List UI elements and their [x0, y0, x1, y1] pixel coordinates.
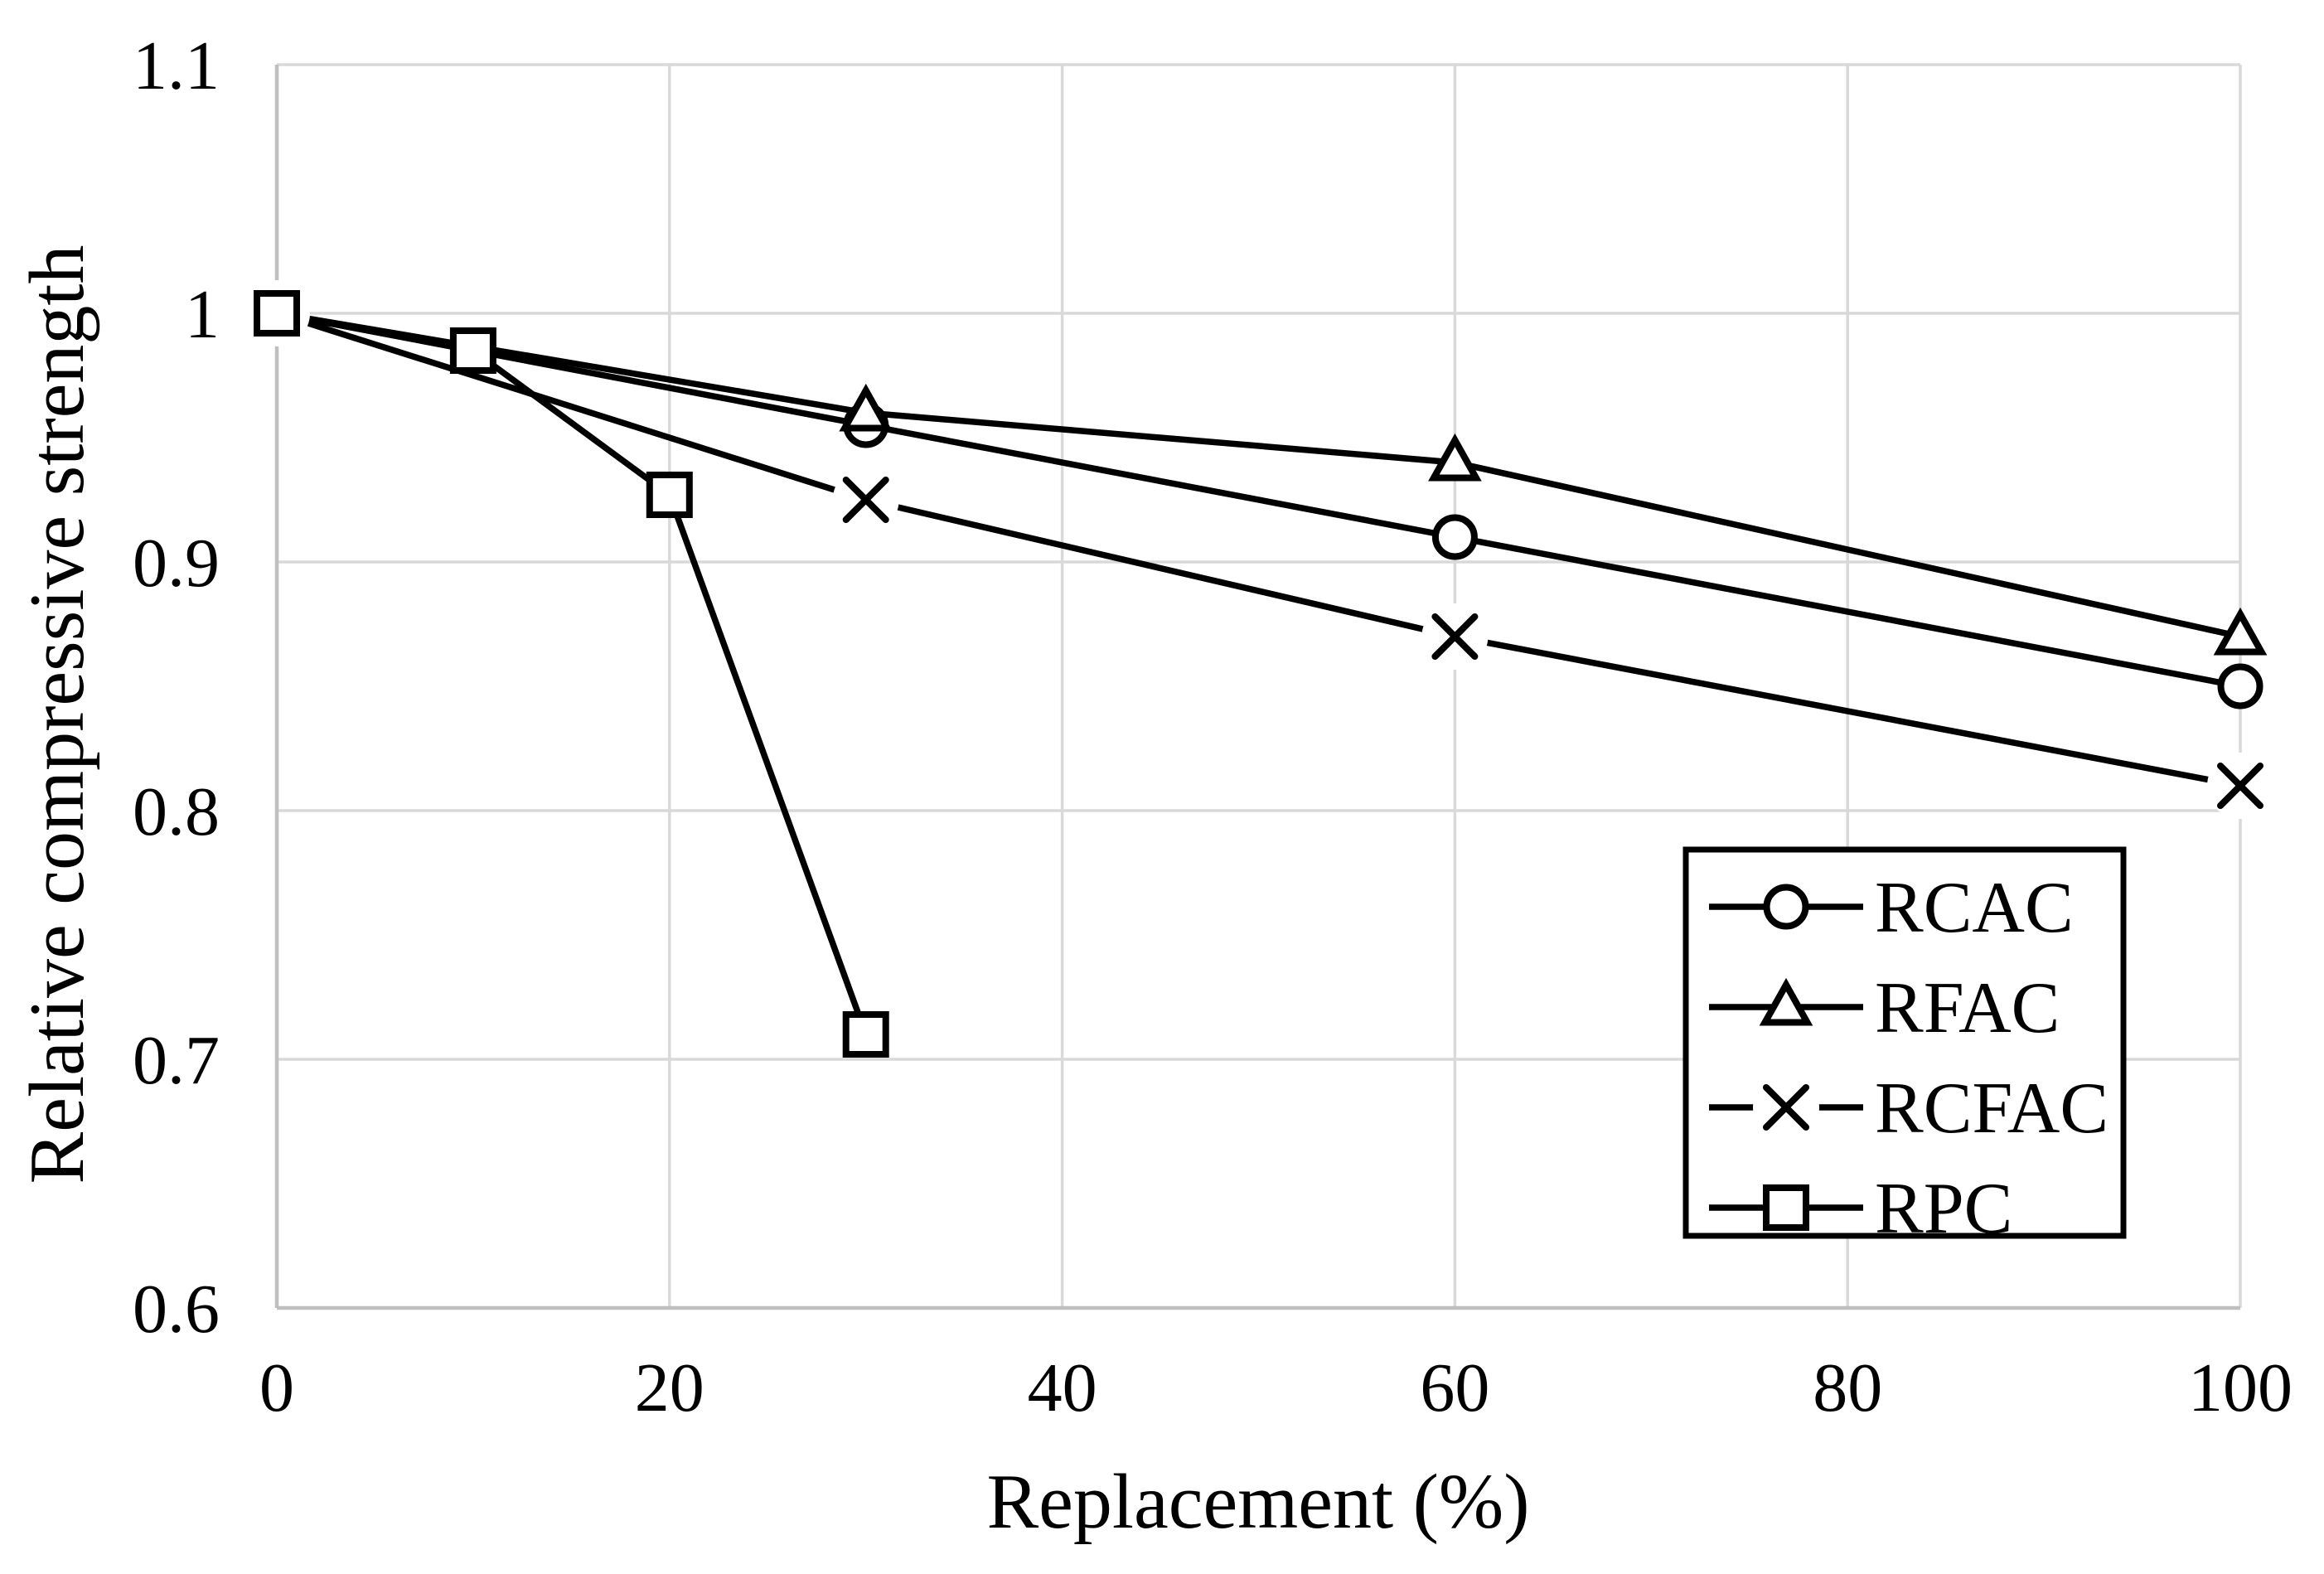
legend-label-RCAC: RCAC: [1875, 868, 2074, 948]
legend-marker-RCFAC: [1753, 1074, 1819, 1141]
legend-label-RCFAC: RCFAC: [1875, 1068, 2109, 1149]
legend-marker-RCAC: [1763, 884, 1809, 930]
legend-box: [1682, 846, 2127, 1239]
legend-marker-RFAC: [1759, 977, 1813, 1026]
y-tick-label-1: 1: [185, 276, 220, 353]
marker-RPC-3: [842, 1011, 889, 1058]
marker-RCAC-2: [1431, 514, 1478, 560]
y-tick-label-0.8: 0.8: [133, 773, 220, 850]
legend-label-RFAC: RFAC: [1875, 968, 2060, 1049]
axis-lines: [274, 65, 2240, 1310]
series-line-RCAC: [276, 310, 2241, 690]
x-tick-labels: 0 20 40 60 80 100: [259, 1349, 2293, 1426]
series-line-RPC: [276, 310, 869, 1036]
marker-RPC-2: [646, 472, 693, 518]
y-tick-label-0.6: 0.6: [133, 1271, 220, 1348]
marker-RCFAC-2: [1421, 603, 1489, 670]
x-tick-label-40: 40: [1028, 1349, 1097, 1426]
marker-RFAC-1: [839, 383, 893, 432]
marker-RPC-0: [254, 290, 300, 337]
y-tick-label-1.1: 1.1: [133, 27, 220, 104]
marker-RCFAC-3: [2207, 753, 2273, 819]
legend-marker-RPC: [1763, 1184, 1809, 1231]
y-axis-title: Relative compressive strength: [14, 245, 100, 1184]
x-tick-label-0: 0: [259, 1349, 294, 1426]
marker-RCFAC-1: [832, 467, 899, 533]
x-tick-label-100: 100: [2188, 1349, 2293, 1426]
y-tick-label-0.7: 0.7: [133, 1022, 220, 1099]
x-tick-label-80: 80: [1813, 1349, 1882, 1426]
marker-RPC-1: [449, 327, 496, 374]
y-tick-label-0.9: 0.9: [133, 525, 220, 602]
series-line-RCFAC: [275, 310, 2241, 789]
marker-RFAC-2: [1428, 433, 1482, 482]
series-lines-and-markers: [244, 280, 2273, 1058]
series-line-RFAC: [276, 310, 2241, 640]
marker-RCAC-3: [2217, 663, 2263, 710]
legend: RCAC RFAC RCFAC RPC: [1682, 846, 2127, 1249]
x-axis-title: Replacement (%): [986, 1459, 1529, 1545]
y-tick-labels: 1.1 1 0.9 0.8 0.7 0.6: [133, 27, 220, 1348]
x-tick-label-20: 20: [635, 1349, 704, 1426]
legend-label-RPC: RPC: [1875, 1169, 2012, 1249]
x-tick-label-60: 60: [1420, 1349, 1489, 1426]
marker-RFAC-3: [2213, 607, 2268, 656]
